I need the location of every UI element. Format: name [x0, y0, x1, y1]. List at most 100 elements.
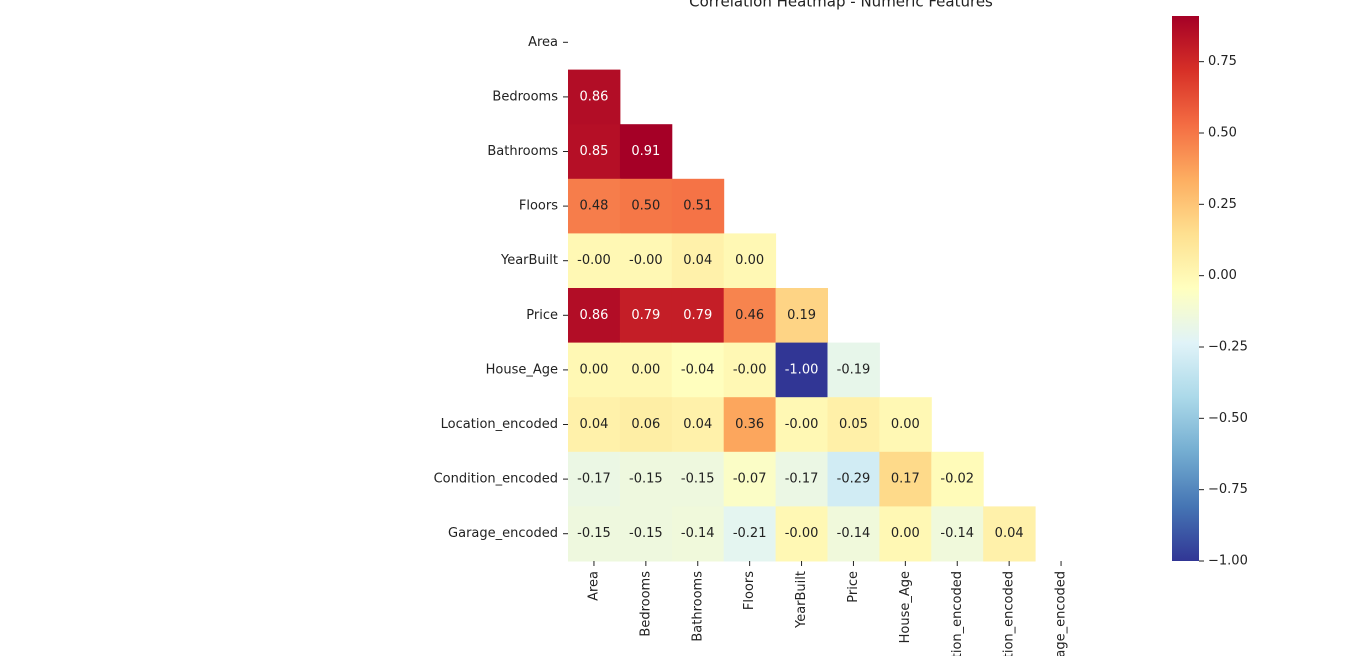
cell-label: 0.50: [631, 199, 660, 214]
cell-label: -0.15: [629, 472, 663, 487]
cell-label: -1.00: [785, 362, 819, 377]
heatmap-cell: [723, 451, 777, 507]
heatmap-cell: [775, 342, 828, 398]
y-tick-label: Area: [528, 35, 558, 50]
cell-label: 0.86: [579, 308, 608, 323]
cell-label: -0.00: [785, 417, 819, 432]
cell-label: -0.00: [577, 253, 611, 268]
heatmap-cell: [619, 342, 673, 398]
heatmap-cell: [879, 506, 932, 562]
heatmap-cell: [827, 451, 880, 507]
heatmap-cell: [723, 397, 777, 453]
heatmap-cell: [931, 451, 984, 507]
heatmap-cell: [671, 288, 725, 344]
cell-label: 0.00: [891, 526, 920, 541]
colorbar-tick-label: −0.25: [1208, 339, 1248, 354]
cell-label: -0.15: [629, 526, 663, 541]
heatmap-cell: [723, 233, 777, 289]
cell-label: -0.19: [837, 362, 871, 377]
cell-label: 0.48: [579, 199, 608, 214]
cell-label: -0.14: [681, 526, 715, 541]
colorbar-tick-label: 0.25: [1208, 197, 1237, 212]
cell-label: -0.14: [940, 526, 974, 541]
cell-label: 0.04: [579, 417, 608, 432]
heatmap-cell: [619, 397, 673, 453]
heatmap-cell: [775, 397, 828, 453]
cell-label: -0.00: [785, 526, 819, 541]
x-tick-label: Floors: [742, 571, 757, 610]
cell-label: 0.00: [735, 253, 764, 268]
heatmap-cell: [568, 288, 621, 344]
heatmap-cell: [723, 506, 777, 562]
colorbar-tick-label: 0.50: [1208, 125, 1237, 140]
cell-label: 0.06: [631, 417, 660, 432]
heatmap-cell: [568, 342, 621, 398]
y-tick-label: Price: [526, 308, 558, 323]
cell-label: -0.00: [629, 253, 663, 268]
y-tick-label: House_Age: [486, 362, 558, 377]
cell-label: 0.05: [839, 417, 868, 432]
chart-title: Correlation Heatmap - Numeric Features: [689, 0, 993, 11]
heatmap-cell: [671, 233, 725, 289]
cell-label: -0.17: [785, 472, 819, 487]
cell-label: -0.00: [733, 362, 767, 377]
cell-label: -0.14: [837, 526, 871, 541]
y-tick-label: Garage_encoded: [448, 526, 558, 541]
x-tick-label: Bathrooms: [690, 571, 705, 642]
heatmap-cell: [568, 451, 621, 507]
heatmap-cell: [827, 342, 880, 398]
heatmap-cell: [568, 124, 621, 180]
cell-label: -0.29: [837, 472, 871, 487]
cell-label: 0.19: [787, 308, 816, 323]
cell-label: 0.00: [891, 417, 920, 432]
heatmap-cell: [983, 506, 1036, 562]
cell-label: 0.00: [579, 362, 608, 377]
cell-label: 0.86: [579, 89, 608, 104]
colorbar-tick-label: 0.00: [1208, 268, 1237, 283]
cell-label: 0.79: [683, 308, 712, 323]
heatmap-cell: [568, 397, 621, 453]
cell-label: 0.04: [995, 526, 1024, 541]
heatmap-cell: [879, 397, 932, 453]
cell-label: -0.07: [733, 472, 767, 487]
cell-label: 0.51: [683, 199, 712, 214]
heatmap-cell: [619, 124, 673, 180]
heatmap-cell: [879, 451, 932, 507]
cell-label: 0.04: [683, 417, 712, 432]
heatmap-cell: [568, 69, 621, 125]
cell-label: 0.91: [631, 144, 660, 159]
x-tick-label: Location_encoded: [950, 571, 965, 656]
heatmap-cell: [671, 397, 725, 453]
x-tick-label: House_Age: [898, 571, 913, 643]
x-tick-label: YearBuilt: [794, 571, 809, 629]
cell-label: 0.17: [891, 472, 920, 487]
y-tick-label: YearBuilt: [500, 253, 558, 268]
y-tick-label: Bedrooms: [492, 89, 558, 104]
heatmap-cell: [671, 178, 725, 234]
colorbar-tick-label: −0.75: [1208, 482, 1248, 497]
heatmap-cell: [931, 506, 984, 562]
heatmap-cell: [775, 451, 828, 507]
y-tick-label: Floors: [519, 199, 558, 214]
colorbar-tick-label: −1.00: [1208, 554, 1248, 569]
x-tick-label: Garage_encoded: [1054, 571, 1069, 656]
cell-label: 0.04: [683, 253, 712, 268]
heatmap-cell: [568, 506, 621, 562]
colorbar: [1172, 16, 1199, 561]
x-tick-label: Price: [846, 571, 861, 603]
heatmap-cell: [827, 397, 880, 453]
x-tick-label: Bedrooms: [638, 571, 653, 637]
cell-label: 0.79: [631, 308, 660, 323]
cell-label: -0.15: [577, 526, 611, 541]
x-tick-label: Area: [586, 571, 601, 601]
cell-label: 0.36: [735, 417, 764, 432]
heatmap-cell: [619, 506, 673, 562]
heatmap-cell: [775, 506, 828, 562]
heatmap-cell: [775, 288, 828, 344]
heatmap-cell: [619, 178, 673, 234]
colorbar-tick-label: −0.50: [1208, 411, 1248, 426]
colorbar-tick-label: 0.75: [1208, 54, 1237, 69]
cell-label: -0.02: [940, 472, 974, 487]
